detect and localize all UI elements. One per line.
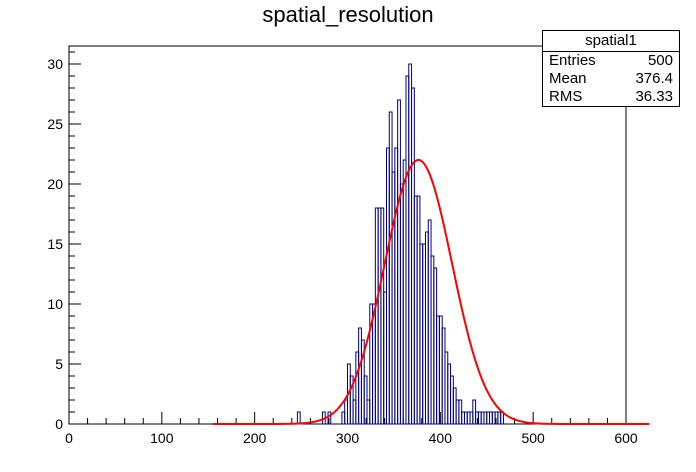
stats-label: Mean <box>549 70 587 87</box>
y-tick-label: 10 <box>47 296 63 312</box>
x-tick-label: 200 <box>243 430 267 446</box>
x-tick-label: 600 <box>614 430 638 446</box>
gaussian-fit <box>212 159 650 425</box>
stats-value: 500 <box>647 52 673 69</box>
x-tick-label: 100 <box>150 430 174 446</box>
x-tick-label: 400 <box>429 430 453 446</box>
y-tick-label: 25 <box>47 116 63 132</box>
stats-row-entries: Entries 500 <box>543 52 679 70</box>
histogram-bin <box>327 411 332 425</box>
stats-row-mean: Mean 376.4 <box>543 70 679 88</box>
x-tick-label: 500 <box>521 430 545 446</box>
stats-box-title: spatial1 <box>543 31 679 52</box>
chart-title: spatial_resolution <box>262 2 434 27</box>
x-tick-label: 0 <box>65 430 73 446</box>
stats-box: spatial1 Entries 500 Mean 376.4 RMS 36.3… <box>542 30 680 107</box>
fit-curve <box>212 159 650 425</box>
histogram-series <box>296 63 504 425</box>
stats-value: 376.4 <box>635 70 673 87</box>
y-tick-label: 20 <box>47 176 63 192</box>
stats-value: 36.33 <box>635 88 673 105</box>
histogram-bin <box>296 411 301 425</box>
y-tick-label: 15 <box>47 236 63 252</box>
stats-label: Entries <box>549 52 596 69</box>
y-tick-label: 0 <box>55 416 63 432</box>
stats-row-rms: RMS 36.33 <box>543 88 679 106</box>
y-tick-label: 30 <box>47 56 63 72</box>
y-tick-label: 5 <box>55 356 63 372</box>
x-tick-label: 300 <box>336 430 360 446</box>
stats-label: RMS <box>549 88 583 105</box>
